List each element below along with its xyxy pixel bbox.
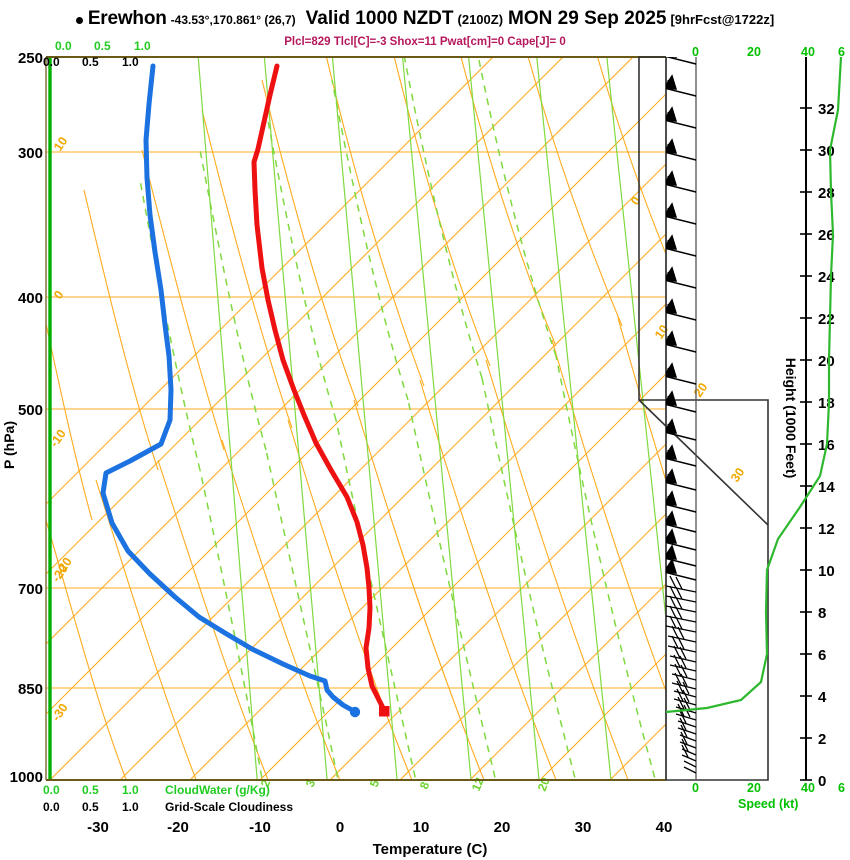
cw-bot-0: 0.0 (43, 783, 60, 797)
station-dot-icon (75, 17, 83, 24)
temperature-surface-marker (379, 706, 390, 717)
h-tick-4: 4 (818, 689, 827, 706)
valid-date: MON 29 Sep 2025 (508, 8, 667, 29)
wind-barb-panel (638, 56, 769, 781)
cl-bot-05: 0.5 (82, 800, 99, 814)
pressure-axis: 250 300 400 500 700 850 1000 P (hPa) (1, 50, 43, 786)
mix-label-2: 2 (258, 777, 274, 789)
h-tick-8: 8 (818, 605, 826, 622)
spd-top-right: 6 (838, 45, 845, 59)
mixing-ratio-lines (197, 57, 666, 780)
spd-top-40: 40 (801, 45, 815, 59)
h-tick-12: 12 (818, 521, 835, 538)
dry-adiabat-lines (46, 57, 666, 780)
h-tick-22: 22 (818, 311, 835, 328)
t-tick--20: -20 (167, 819, 189, 836)
temperature-axis: -30 -20 -10 0 10 20 30 40 Temperature (C… (87, 819, 672, 858)
mix-label-3: 3 (303, 777, 319, 789)
t-tick-20: 20 (494, 819, 511, 836)
iso-label-10-left: 10 (51, 134, 70, 153)
mix-label-5: 5 (367, 777, 383, 789)
dewpoint-curve (100, 63, 361, 718)
cw-top-10: 1.0 (134, 39, 151, 53)
t-tick--30: -30 (87, 819, 109, 836)
station-name: Erewhon (87, 8, 167, 29)
t-tick-0: 0 (336, 819, 344, 836)
spd-bot-right: 6 (838, 781, 845, 795)
p-tick-850: 850 (18, 681, 43, 698)
spd-top-0: 0 (692, 45, 699, 59)
valid-time-utc: (2100Z) (457, 12, 504, 27)
t-tick-10: 10 (413, 819, 430, 836)
h-tick-26: 26 (818, 227, 835, 244)
p-tick-250: 250 (18, 50, 43, 67)
spd-bot-20: 20 (747, 781, 761, 795)
isotherm-lines (46, 57, 666, 780)
cloudwater-top-legend: 0.0 0.5 1.0 0.0 0.5 1.0 (43, 39, 151, 69)
iso-label-30-right: 30 (728, 465, 747, 484)
h-tick-24: 24 (818, 269, 835, 286)
p-tick-400: 400 (18, 290, 43, 307)
h-tick-20: 20 (818, 353, 835, 370)
isobar-lines (46, 57, 666, 780)
h-tick-6: 6 (818, 647, 826, 664)
cl-top-10: 1.0 (122, 55, 139, 69)
spd-bot-0: 0 (692, 781, 699, 795)
cw-bot-05: 0.5 (82, 783, 99, 797)
cloudwater-bottom-legend: 0.0 0.5 1.0 CloudWater (g/Kg) 0.0 0.5 1.… (43, 783, 293, 814)
cl-top-05: 0.5 (82, 55, 99, 69)
moist-adiabat-lines (139, 57, 657, 780)
h-tick-14: 14 (818, 479, 835, 496)
h-tick-32: 32 (818, 101, 835, 118)
h-tick-2: 2 (818, 731, 826, 748)
h-tick-30: 30 (818, 143, 835, 160)
temperature-axis-title: Temperature (C) (373, 841, 488, 858)
cl-top-0: 0.0 (43, 55, 60, 69)
cw-top-0: 0.0 (55, 39, 72, 53)
wind-panel-outline (638, 56, 769, 781)
cl-bot-0: 0.0 (43, 800, 60, 814)
temperature-curve (251, 63, 390, 717)
pressure-axis-title: P (hPa) (1, 421, 17, 469)
p-tick-700: 700 (18, 581, 43, 598)
station-coordinates: -43.53°,170.861° (26,7) (170, 13, 296, 27)
spd-top-20: 20 (747, 45, 761, 59)
skewt-grid (46, 57, 666, 780)
mix-label-8: 8 (417, 779, 433, 791)
p-tick-500: 500 (18, 402, 43, 419)
forecast-tag: [9hrFcst@1722z] (670, 12, 775, 27)
dewpoint-surface-marker (349, 706, 361, 718)
h-tick-0: 0 (818, 773, 826, 790)
h-tick-18: 18 (818, 395, 835, 412)
cw-bot-10: 1.0 (122, 783, 139, 797)
cw-top-05: 0.5 (94, 39, 111, 53)
p-tick-1000: 1000 (10, 769, 43, 786)
plot-background (46, 57, 666, 780)
valid-time: Valid 1000 NZDT (305, 8, 454, 29)
t-tick--10: -10 (249, 819, 271, 836)
t-tick-30: 30 (575, 819, 592, 836)
wind-speed-profile (665, 56, 843, 714)
cl-bot-10: 1.0 (122, 800, 139, 814)
height-axis-title: Height (1000 Feet) (783, 358, 799, 479)
spd-bot-40: 40 (801, 781, 815, 795)
cloudiness-legend-title: Grid-Scale Cloudiness (165, 800, 293, 814)
speed-axis: 0 20 40 0 20 40 Speed (kt) (692, 45, 815, 811)
t-tick-40: 40 (656, 819, 673, 836)
speed-profile-endpoints: 6 6 (838, 45, 845, 795)
stability-parameters: Plcl=829 Tlcl[C]=-3 Shox=11 Pwat[cm]=0 C… (284, 36, 566, 48)
page-title: Erewhon -43.53°,170.861° (26,7) Valid 1000… (0, 8, 850, 30)
p-tick-300: 300 (18, 145, 43, 162)
speed-axis-title: Speed (kt) (738, 797, 798, 811)
cloudwater-legend-title: CloudWater (g/Kg) (165, 783, 270, 797)
h-tick-10: 10 (818, 563, 835, 580)
wind-barbs (666, 57, 697, 774)
